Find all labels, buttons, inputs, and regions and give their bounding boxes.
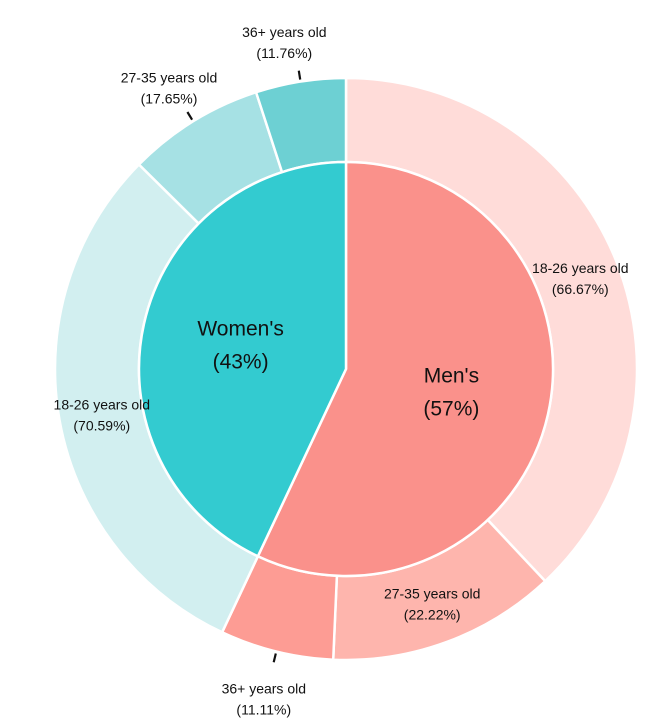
outer-label-men-27-35: 27-35 years old (22.22%) — [384, 586, 481, 623]
outer-label-women-36: 36+ years old (11.76%) — [242, 24, 326, 61]
leader-line-men-36 — [272, 653, 277, 663]
inner-pie — [137, 160, 555, 578]
inner-slice-men — [256, 160, 555, 578]
inner-slice-women — [137, 160, 348, 558]
outer-label-men-18-26: 18-26 years old (66.67%) — [532, 260, 629, 297]
leader-line-women-36 — [297, 70, 302, 80]
labels: Women's (43%) Men's (57%) 18-26 years old (66… — [54, 24, 629, 718]
outer-label-men-36: 36+ years old (11.11%) — [222, 681, 306, 718]
leader-lines — [186, 70, 302, 663]
outer-label-women-27-35: 27-35 years old (17.65%) — [121, 69, 218, 106]
leader-line-women-27-35 — [186, 111, 194, 121]
outer-label-women-18-26: 18-26 years old (70.59%) — [54, 396, 151, 433]
inner-label-men: Men's (57%) — [423, 365, 479, 421]
inner-label-women: Women's (43%) — [197, 317, 283, 373]
